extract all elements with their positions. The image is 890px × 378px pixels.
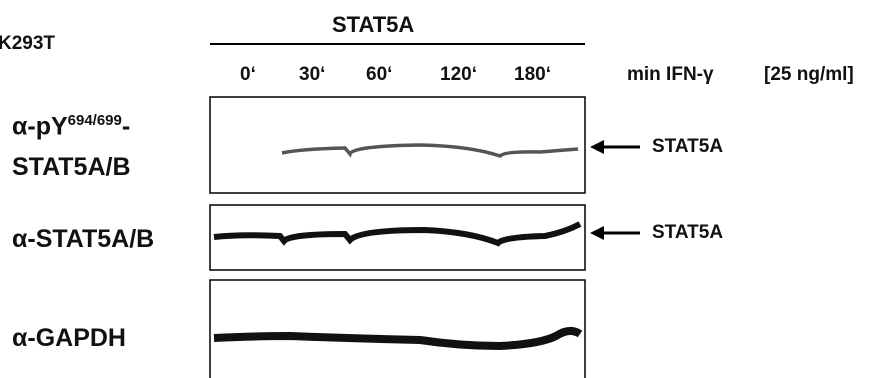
antibody-label: STAT5A/B [12,153,131,182]
arrow-head [590,140,604,154]
lane-label: 120‘ [440,64,477,86]
antibody-label: α-pY694/699- [12,112,130,141]
band [282,145,578,156]
lane-label: 180‘ [514,64,551,86]
antibody-label: α-STAT5A/B [12,225,154,254]
construct: STAT5A [332,12,414,38]
arrow-head [590,226,604,240]
lane-label: 0‘ [240,64,256,86]
antibody-label: α-GAPDH [12,324,126,353]
antibody-sup: 694/699 [68,112,122,129]
blot-panel [210,280,585,378]
antibody-text: α-pY [12,112,68,140]
cell-line: K293T [0,33,55,55]
blot-graphics [0,0,890,378]
band [214,331,580,346]
treatment-label: min IFN-γ [627,64,714,86]
figure: K293T STAT5A 0‘ 30‘ 60‘ 120‘ 180‘ min IF… [0,0,890,378]
band-label: STAT5A [652,222,723,244]
band-label: STAT5A [652,136,723,158]
band [214,224,580,243]
dose-label: [25 ng/ml] [764,64,854,86]
lane-label: 30‘ [299,64,325,86]
lane-label: 60‘ [366,64,392,86]
antibody-dash: - [122,112,130,140]
